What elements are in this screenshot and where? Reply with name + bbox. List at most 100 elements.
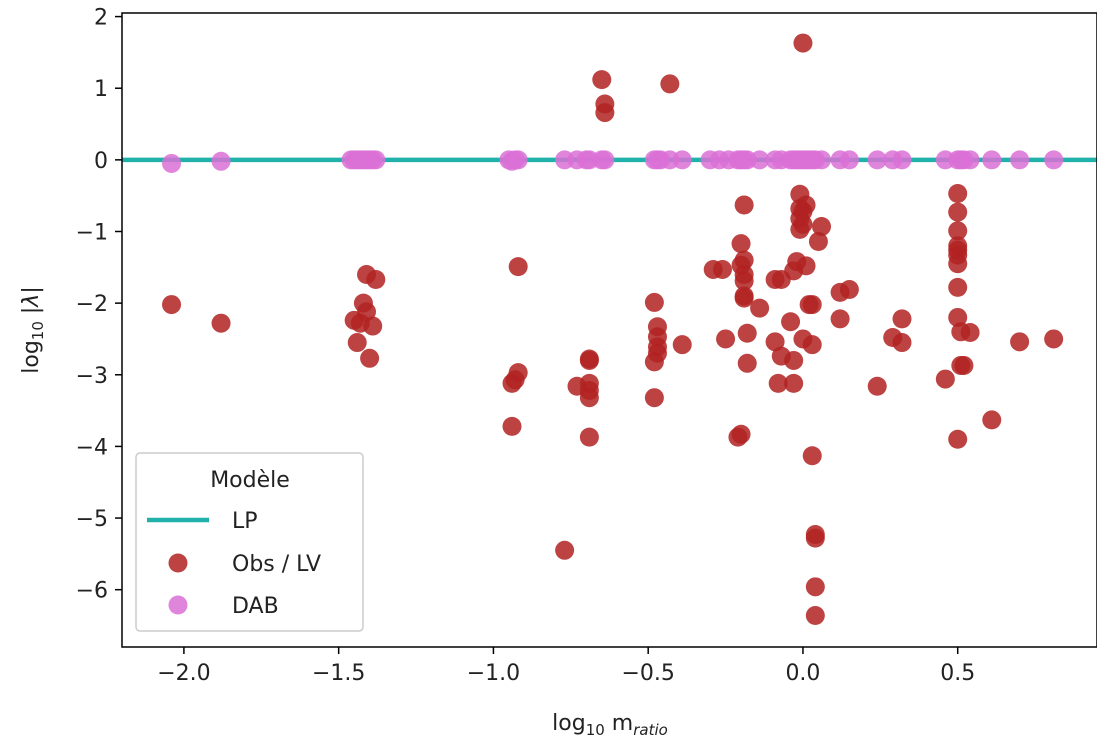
point-dab-14 xyxy=(508,150,528,170)
point-obs-lv-38 xyxy=(716,329,736,349)
point-dab-0 xyxy=(162,153,182,173)
axes: −2.0 −1.5 −1.0 −0.5 0.0 0.5 2 1 0 −1 −2 −3 −4 −5 −6 xyxy=(76,6,1097,686)
point-obs-lv-77 xyxy=(805,528,825,548)
point-dab-1 xyxy=(211,151,231,171)
point-obs-lv-84 xyxy=(839,280,859,300)
point-obs-lv-34 xyxy=(647,343,667,363)
point-obs-lv-35 xyxy=(672,335,692,355)
legend-swatch-dab xyxy=(168,595,188,615)
point-obs-lv-53 xyxy=(765,332,785,352)
x-tick-label: 0.5 xyxy=(940,661,975,686)
point-obs-lv-14 xyxy=(508,363,528,383)
y-axis-label: log10 |λ| xyxy=(19,286,47,374)
y-tick-label: −6 xyxy=(76,579,108,604)
point-obs-lv-85 xyxy=(867,376,887,396)
point-obs-lv-20 xyxy=(579,388,599,408)
legend-label-lp: LP xyxy=(232,509,258,534)
point-obs-lv-37 xyxy=(712,259,732,279)
point-obs-lv-105 xyxy=(1010,332,1030,352)
point-obs-lv-59 xyxy=(784,373,804,393)
point-obs-lv-10 xyxy=(366,269,386,289)
point-obs-lv-74 xyxy=(802,335,822,355)
point-dab-55 xyxy=(960,150,980,170)
legend-label-obs: Obs / LV xyxy=(232,552,321,577)
x-axis-label: log10 mratio xyxy=(552,711,668,739)
point-obs-lv-15 xyxy=(508,257,528,277)
point-obs-lv-22 xyxy=(579,349,599,369)
x-tick-label: −2.0 xyxy=(157,661,210,686)
legend: Modèle LP Obs / LV DAB xyxy=(135,452,364,632)
point-obs-lv-26 xyxy=(595,103,615,123)
point-obs-lv-62 xyxy=(793,33,813,53)
point-dab-47 xyxy=(839,150,859,170)
point-obs-lv-9 xyxy=(363,316,383,336)
point-obs-lv-104 xyxy=(982,410,1002,430)
point-obs-lv-24 xyxy=(592,70,612,90)
x-tick-label: −1.5 xyxy=(312,661,365,686)
point-dab-56 xyxy=(982,150,1002,170)
point-dab-58 xyxy=(1044,150,1064,170)
y-tick-label: 2 xyxy=(94,6,108,31)
point-obs-lv-73 xyxy=(802,295,822,315)
point-obs-lv-99 xyxy=(948,429,968,449)
legend-swatch-obs xyxy=(168,553,188,573)
point-obs-lv-41 xyxy=(731,234,751,254)
point-obs-lv-71 xyxy=(796,256,816,276)
point-obs-lv-21 xyxy=(579,427,599,447)
point-obs-lv-92 xyxy=(948,221,968,241)
point-obs-lv-79 xyxy=(805,605,825,625)
axes-frame xyxy=(121,12,1097,648)
point-obs-lv-83 xyxy=(830,309,850,329)
point-obs-lv-49 xyxy=(737,323,757,343)
point-obs-lv-51 xyxy=(750,298,770,318)
point-obs-lv-97 xyxy=(948,277,968,297)
point-obs-lv-88 xyxy=(892,333,912,353)
x-tick-label: 0.0 xyxy=(785,661,820,686)
y-tick-label: −1 xyxy=(76,220,108,245)
point-dab-33 xyxy=(750,150,770,170)
point-obs-lv-91 xyxy=(948,202,968,222)
point-obs-lv-48 xyxy=(734,195,754,215)
legend-label-dab: DAB xyxy=(232,594,279,619)
point-obs-lv-44 xyxy=(734,250,754,270)
point-obs-lv-80 xyxy=(808,232,828,252)
point-obs-lv-28 xyxy=(644,292,664,312)
point-obs-lv-45 xyxy=(734,271,754,291)
point-obs-lv-102 xyxy=(954,355,974,375)
point-dab-20 xyxy=(595,150,615,170)
point-obs-lv-54 xyxy=(768,373,788,393)
plot-area xyxy=(122,33,1097,625)
point-obs-lv-3 xyxy=(347,333,367,353)
point-obs-lv-27 xyxy=(660,74,680,94)
point-dab-45 xyxy=(812,150,832,170)
y-tick-label: −5 xyxy=(76,507,108,532)
y-tick-label: −4 xyxy=(76,435,108,460)
point-obs-lv-40 xyxy=(731,424,751,444)
point-obs-lv-0 xyxy=(162,295,182,315)
point-dab-25 xyxy=(672,150,692,170)
point-obs-lv-78 xyxy=(805,577,825,597)
point-obs-lv-81 xyxy=(812,216,832,236)
point-obs-lv-23 xyxy=(579,373,599,393)
point-obs-lv-30 xyxy=(644,388,664,408)
point-obs-lv-103 xyxy=(960,323,980,343)
point-obs-lv-68 xyxy=(793,214,813,234)
y-tick-label: −3 xyxy=(76,364,108,389)
point-obs-lv-12 xyxy=(502,416,522,436)
point-obs-lv-96 xyxy=(948,254,968,274)
point-obs-lv-1 xyxy=(211,313,231,333)
point-obs-lv-16 xyxy=(555,540,575,560)
point-obs-lv-106 xyxy=(1044,329,1064,349)
legend-frame xyxy=(135,452,364,632)
point-dab-57 xyxy=(1010,150,1030,170)
point-dab-10 xyxy=(366,150,386,170)
legend-title: Modèle xyxy=(210,468,290,493)
point-obs-lv-50 xyxy=(737,353,757,373)
point-obs-lv-90 xyxy=(948,184,968,204)
point-obs-lv-89 xyxy=(935,369,955,389)
point-obs-lv-70 xyxy=(796,195,816,215)
point-obs-lv-57 xyxy=(781,312,801,332)
point-dab-48 xyxy=(867,150,887,170)
x-tick-label: −0.5 xyxy=(621,661,674,686)
